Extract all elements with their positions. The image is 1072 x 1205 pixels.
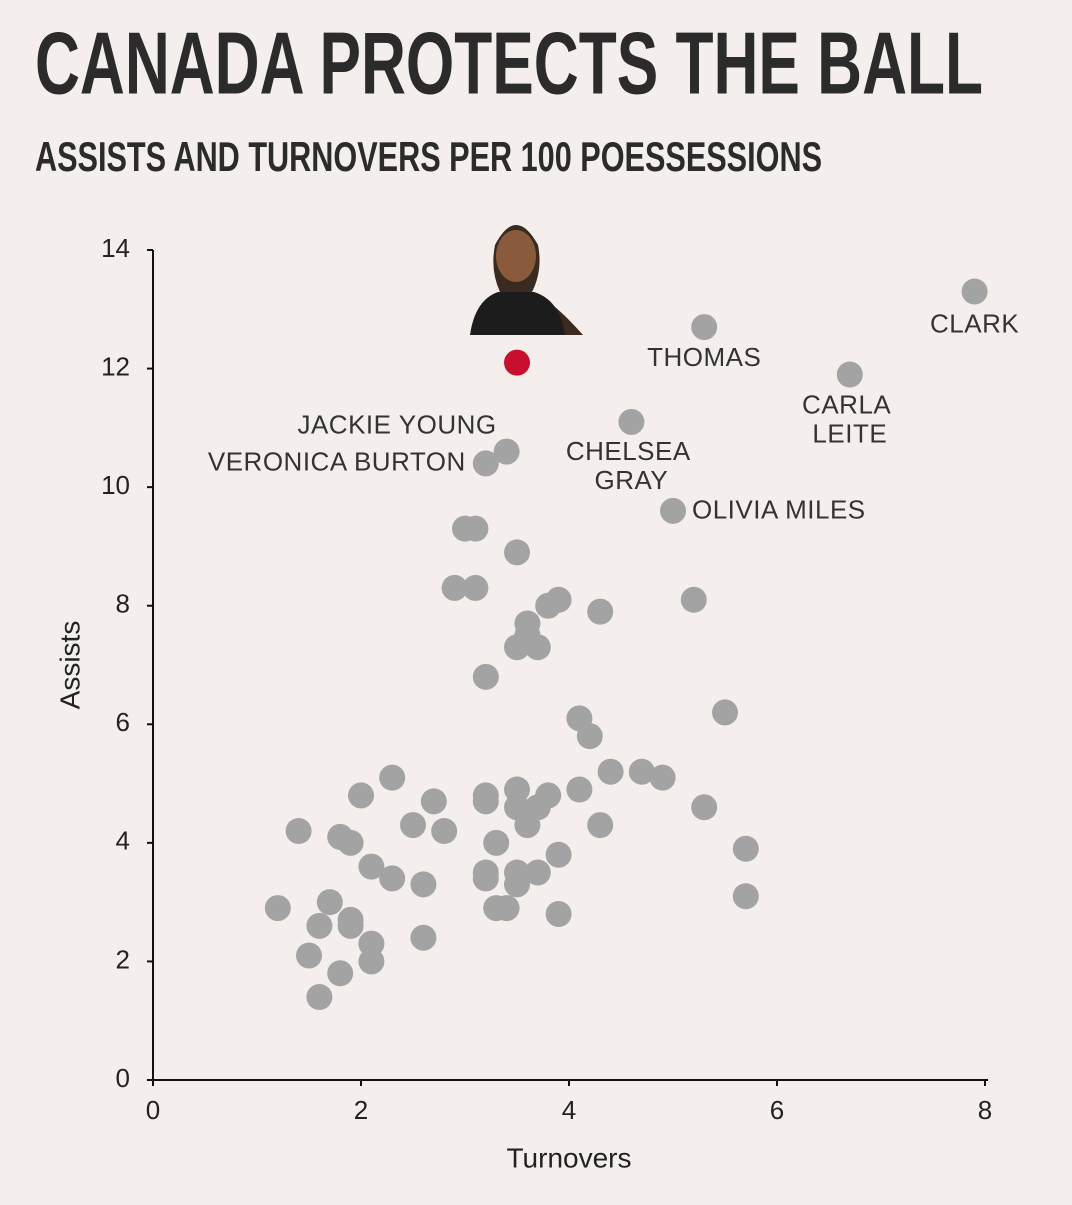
label-line: GRAY bbox=[595, 465, 669, 495]
point bbox=[379, 865, 406, 892]
point bbox=[306, 912, 333, 939]
point bbox=[431, 818, 458, 844]
point bbox=[514, 812, 541, 839]
point bbox=[358, 930, 385, 957]
point bbox=[472, 663, 499, 690]
y-tick-label: 0 bbox=[116, 1063, 130, 1093]
y-tick-label: 14 bbox=[101, 233, 130, 263]
point bbox=[618, 408, 645, 435]
point bbox=[285, 818, 312, 844]
y-tick-label: 4 bbox=[116, 826, 130, 856]
point bbox=[545, 841, 572, 868]
point bbox=[306, 984, 333, 1010]
point bbox=[472, 450, 499, 477]
point bbox=[493, 895, 520, 922]
y-axis-label: Assists bbox=[54, 621, 85, 710]
point bbox=[420, 788, 447, 815]
point bbox=[504, 634, 530, 661]
x-tick-label: 4 bbox=[562, 1095, 576, 1125]
point bbox=[483, 829, 510, 856]
point bbox=[649, 764, 676, 791]
point bbox=[545, 586, 572, 613]
x-tick-label: 8 bbox=[978, 1095, 992, 1125]
point bbox=[337, 829, 364, 856]
point bbox=[691, 314, 718, 341]
point-label: JACKIE YOUNG bbox=[297, 409, 496, 439]
point bbox=[348, 782, 374, 809]
x-tick-label: 6 bbox=[770, 1095, 784, 1125]
point bbox=[379, 764, 406, 791]
point-label: CLARK bbox=[930, 308, 1019, 338]
point bbox=[462, 574, 489, 601]
point bbox=[524, 859, 551, 886]
point bbox=[732, 883, 759, 910]
point bbox=[680, 586, 707, 613]
point bbox=[597, 758, 624, 785]
point bbox=[545, 901, 572, 927]
x-axis-label: Turnovers bbox=[506, 1142, 631, 1173]
point bbox=[316, 889, 343, 916]
point-label: CARLA LEITE bbox=[802, 389, 898, 448]
chart-subtitle: ASSISTS AND TURNOVERS PER 100 POESSESSIO… bbox=[35, 133, 822, 180]
point bbox=[493, 438, 520, 465]
x-tick-label: 0 bbox=[146, 1095, 160, 1125]
y-tick-label: 8 bbox=[116, 589, 130, 619]
point bbox=[712, 699, 738, 726]
y-tick-label: 10 bbox=[101, 470, 130, 500]
point bbox=[441, 574, 468, 601]
label-line: LEITE bbox=[812, 418, 887, 448]
x-tick-label: 2 bbox=[354, 1095, 368, 1125]
point bbox=[504, 776, 530, 803]
point bbox=[628, 758, 655, 785]
point bbox=[358, 948, 385, 975]
point-label: VERONICA BURTON bbox=[208, 446, 466, 476]
point bbox=[472, 788, 499, 815]
label-line: CARLA bbox=[802, 389, 898, 419]
point bbox=[504, 539, 530, 566]
y-tick-label: 12 bbox=[101, 351, 130, 381]
point bbox=[472, 865, 499, 892]
point bbox=[691, 794, 718, 821]
point bbox=[410, 924, 437, 951]
y-tick-label: 6 bbox=[116, 707, 130, 737]
point bbox=[504, 871, 530, 898]
point-label: OLIVIA MILES bbox=[692, 495, 866, 525]
point bbox=[576, 723, 603, 750]
point bbox=[462, 515, 489, 542]
point bbox=[337, 912, 364, 939]
point bbox=[566, 776, 593, 803]
chart-title: CANADA PROTECTS THE BALL bbox=[35, 13, 983, 112]
point bbox=[504, 349, 530, 376]
player-photo bbox=[450, 214, 583, 335]
y-tick-label: 2 bbox=[116, 944, 130, 974]
point bbox=[296, 942, 322, 969]
point bbox=[587, 812, 614, 839]
point bbox=[410, 871, 437, 898]
point bbox=[264, 895, 291, 922]
point bbox=[836, 361, 863, 388]
point bbox=[961, 278, 988, 305]
point bbox=[327, 960, 354, 987]
point-label: THOMAS bbox=[647, 342, 761, 372]
point-label: CHELSEA GRAY bbox=[566, 436, 697, 495]
point bbox=[524, 634, 551, 661]
point bbox=[400, 812, 426, 839]
point bbox=[358, 853, 385, 880]
label-line: CHELSEA bbox=[566, 436, 697, 466]
point bbox=[732, 835, 759, 862]
point bbox=[660, 497, 686, 524]
point bbox=[587, 598, 614, 625]
